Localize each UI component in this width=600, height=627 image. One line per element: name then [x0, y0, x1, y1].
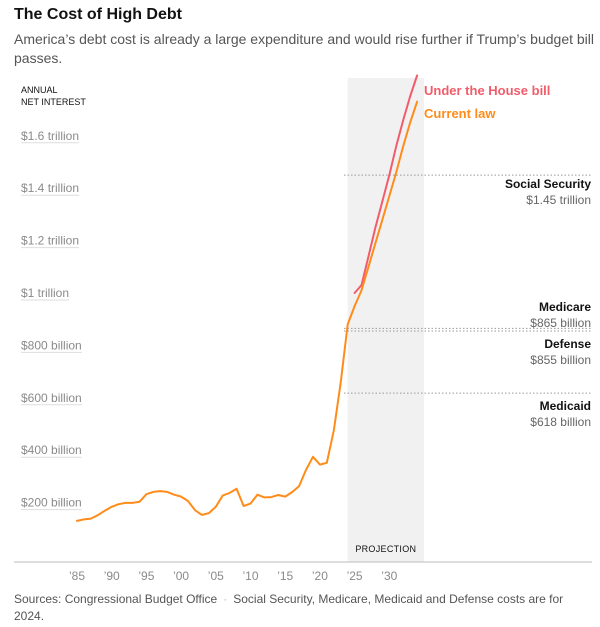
reference-name-label: Medicare	[539, 300, 591, 314]
x-tick-label: ’85	[69, 569, 85, 583]
reference-value-label: $618 billion	[530, 415, 591, 429]
x-tick-label: ’90	[104, 569, 120, 583]
source-text: Sources: Congressional Budget Office	[14, 592, 218, 606]
footnote-text: Social Security, Medicare, Medicaid and …	[14, 592, 564, 623]
reference-value-label: $1.45 trillion	[526, 193, 591, 207]
x-tick-label: ’00	[173, 569, 189, 583]
y-tick-label: $800 billion	[21, 338, 82, 352]
y-tick-label: $1.4 trillion	[21, 181, 79, 195]
y-tick-label: $1 trillion	[21, 286, 69, 300]
x-tick-label: ’30	[381, 569, 397, 583]
y-tick-label: $200 billion	[21, 496, 82, 510]
y-axis-title-line: ANNUAL	[21, 85, 58, 95]
reference-value-label: $865 billion	[530, 316, 591, 330]
series-line	[353, 74, 419, 294]
x-tick-label: ’25	[347, 569, 363, 583]
chart-title: The Cost of High Debt	[14, 6, 182, 23]
y-tick-label: $400 billion	[21, 443, 82, 457]
projection-band	[347, 78, 424, 562]
reference-name-label: Social Security	[505, 177, 591, 191]
series-label-current-law: Current law	[424, 106, 496, 121]
y-tick-label: $1.2 trillion	[21, 234, 79, 248]
x-tick-label: ’95	[138, 569, 154, 583]
y-tick-label: $1.6 trillion	[21, 129, 79, 143]
source-note: Sources: Congressional Budget Office · Soc…	[14, 591, 589, 625]
series-line	[76, 100, 419, 522]
reference-name-label: Medicaid	[540, 399, 591, 413]
projection-label: PROJECTION	[355, 544, 416, 554]
reference-name-label: Defense	[544, 337, 591, 351]
y-axis-title-line: NET INTEREST	[21, 97, 86, 107]
y-tick-label: $600 billion	[21, 391, 82, 405]
reference-value-label: $855 billion	[530, 353, 591, 367]
separator-dot: ·	[223, 592, 228, 606]
x-tick-label: ’10	[242, 569, 258, 583]
x-tick-label: ’05	[208, 569, 224, 583]
x-tick-label: ’20	[312, 569, 328, 583]
x-tick-label: ’15	[277, 569, 293, 583]
chart-subtitle: America’s debt cost is already a large e…	[14, 31, 595, 66]
series-label-house-bill: Under the House bill	[424, 83, 550, 98]
